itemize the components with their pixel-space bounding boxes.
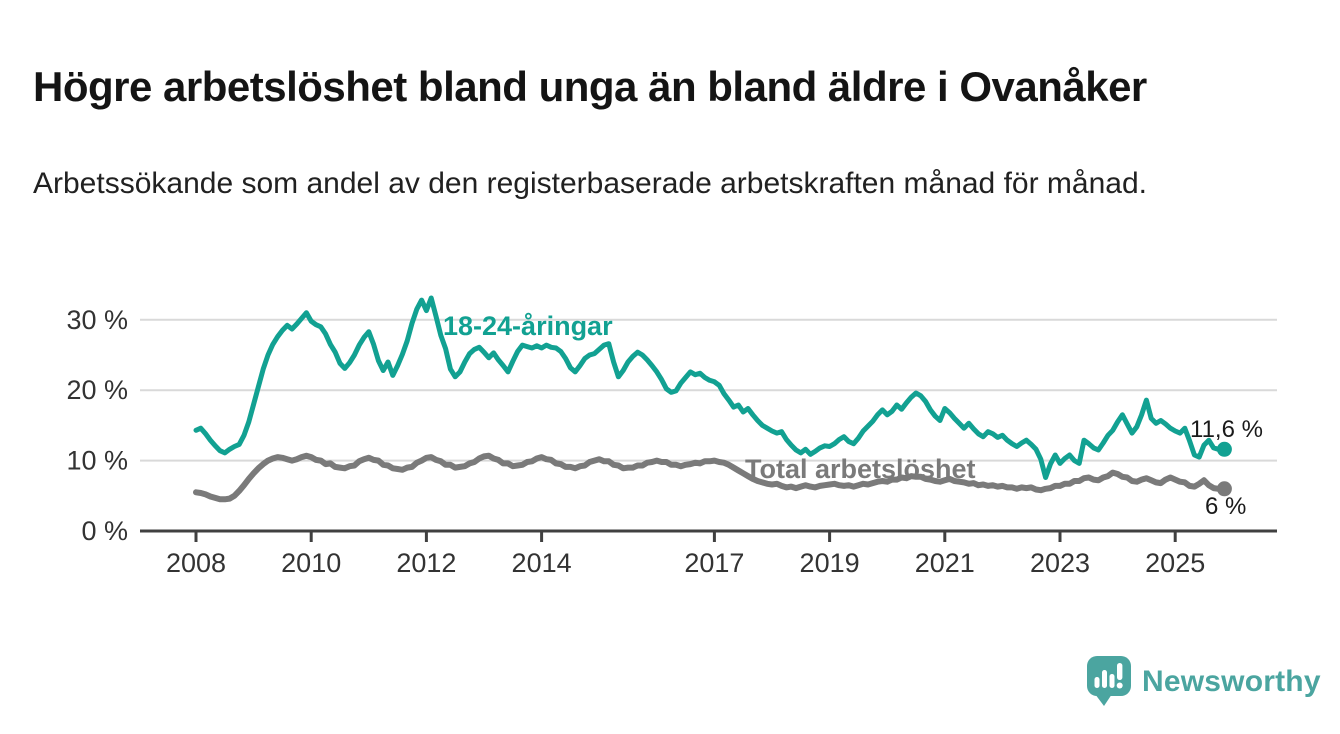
svg-text:2017: 2017 (684, 548, 744, 578)
svg-text:2021: 2021 (915, 548, 975, 578)
page-subtitle: Arbetssökande som andel av den registerb… (33, 167, 1147, 200)
svg-text:10 %: 10 % (66, 446, 128, 476)
svg-text:2023: 2023 (1030, 548, 1090, 578)
series-label-total: Total arbetslöshet (745, 454, 976, 484)
svg-text:2008: 2008 (166, 548, 226, 578)
svg-text:2014: 2014 (512, 548, 572, 578)
newsworthy-logo: Newsworthy (1087, 656, 1321, 707)
end-value-youth: 11,6 % (1190, 416, 1263, 443)
svg-text:30 %: 30 % (66, 305, 128, 335)
svg-text:2025: 2025 (1145, 548, 1205, 578)
svg-text:2012: 2012 (396, 548, 456, 578)
series-label-youth: 18-24-åringar (443, 311, 613, 341)
end-value-total: 6 % (1205, 493, 1247, 520)
svg-text:2019: 2019 (800, 548, 860, 578)
svg-text:20 %: 20 % (66, 375, 128, 405)
newsworthy-icon (1087, 656, 1131, 706)
svg-text:0 %: 0 % (81, 516, 128, 546)
page-title: Högre arbetslöshet bland unga än bland ä… (33, 63, 1147, 111)
svg-text:2010: 2010 (281, 548, 341, 578)
brand-name: Newsworthy (1142, 664, 1321, 698)
